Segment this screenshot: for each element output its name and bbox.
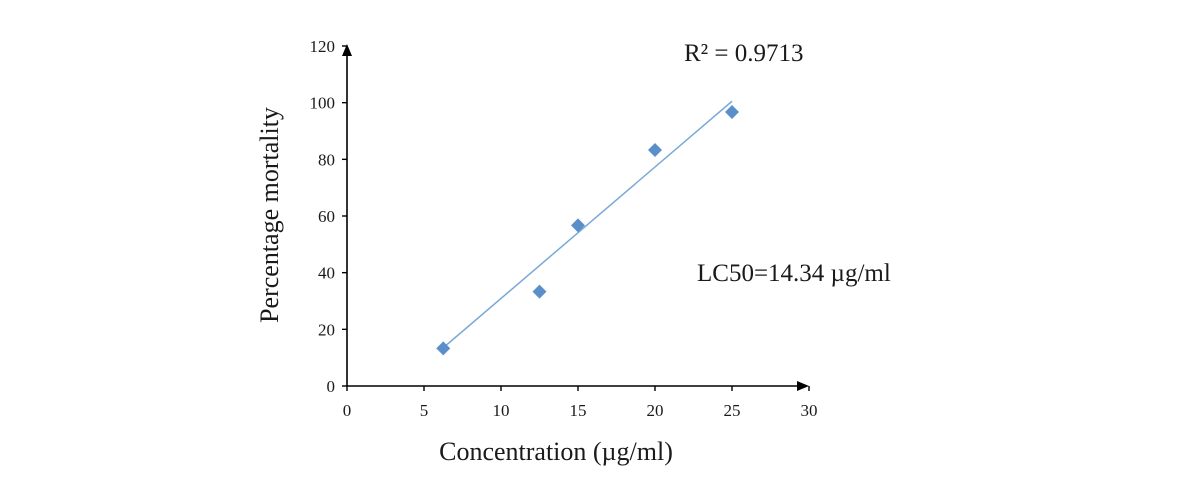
- y-tick-label: 0: [327, 377, 336, 396]
- y-tick-label: 20: [318, 320, 335, 339]
- data-point: [725, 105, 739, 120]
- y-axis-title: Percentage mortality: [255, 107, 284, 323]
- y-tick-label: 80: [318, 150, 335, 169]
- y-axis-arrow: [342, 44, 352, 56]
- lc50-annotation: LC50=14.34 µg/ml: [697, 260, 891, 287]
- y-tick-label: 100: [310, 94, 336, 113]
- x-tick-label: 15: [570, 401, 587, 420]
- y-tick-label: 120: [310, 37, 336, 56]
- x-tick-label: 20: [647, 401, 664, 420]
- x-tick-label: 10: [493, 401, 510, 420]
- y-tick-label: 40: [318, 264, 335, 283]
- data-point: [571, 218, 585, 233]
- x-axis-title: Concentration (µg/ml): [439, 437, 673, 466]
- y-tick-label: 60: [318, 207, 335, 226]
- r-squared-annotation: R² = 0.9713: [684, 40, 804, 67]
- y-ticks: 0 20 40 60 80 100 120: [310, 37, 347, 396]
- data-point: [648, 142, 662, 157]
- x-tick-label: 5: [420, 401, 429, 420]
- data-point: [532, 284, 547, 299]
- x-ticks: 0 5 10 15 20 25 30: [343, 386, 818, 420]
- x-tick-label: 0: [343, 401, 352, 420]
- data-point: [436, 341, 451, 356]
- plot-area: [436, 100, 739, 356]
- trendline: [442, 100, 733, 349]
- x-axis-arrow: [797, 381, 809, 391]
- x-tick-label: 30: [801, 401, 818, 420]
- axes: [342, 44, 809, 391]
- x-tick-label: 25: [724, 401, 741, 420]
